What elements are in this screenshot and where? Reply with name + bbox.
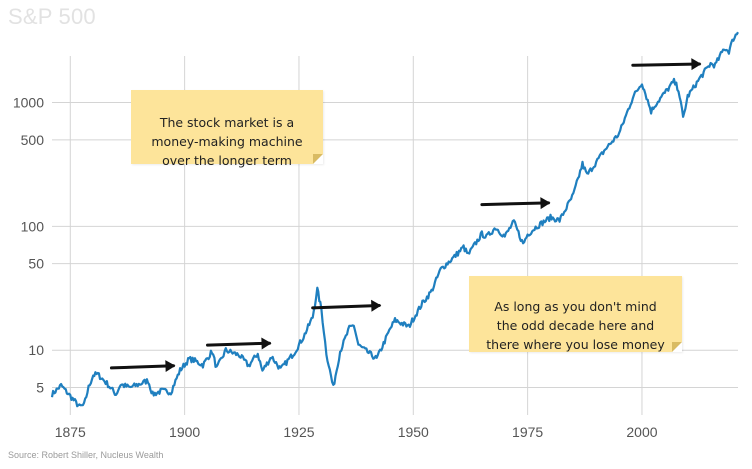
x-tick-label: 1925 [283,424,314,440]
note-odd-decade-text: As long as you don't mind the odd decade… [486,299,665,352]
source-note: Source: Robert Shiller, Nucleus Wealth [8,450,164,460]
x-tick-label: 1900 [169,424,200,440]
page-curl-icon [313,154,323,164]
x-tick-label: 1975 [512,424,543,440]
y-tick-label: 100 [21,218,45,234]
arrow-annotation [109,360,176,373]
note-odd-decade: As long as you don't mind the odd decade… [469,276,682,352]
arrow-annotation [480,197,551,210]
y-axis-ticks: 5 10 50 100 500 1000 [13,95,44,396]
series-line [50,31,739,408]
page-curl-icon [672,342,682,352]
y-tick-label: 50 [28,256,44,272]
note-money-machine: The stock market is a money-making machi… [131,90,323,168]
x-tick-label: 2000 [626,424,657,440]
annotation-arrows [109,58,702,373]
y-tick-label: 1000 [13,95,44,111]
arrow-annotation [205,337,272,350]
x-axis-ticks: 1875 1900 1925 1950 1975 2000 [55,424,658,440]
arrow-annotation [631,58,702,71]
x-tick-label: 1950 [398,424,429,440]
series-sp500 [50,31,739,408]
note-money-machine-text: The stock market is a money-making machi… [151,115,303,168]
x-tick-label: 1875 [55,424,86,440]
y-tick-label: 10 [28,342,44,358]
y-tick-label: 500 [21,132,45,148]
chart-title: S&P 500 [8,4,96,29]
arrow-annotation [311,299,382,312]
y-tick-label: 5 [36,380,44,396]
